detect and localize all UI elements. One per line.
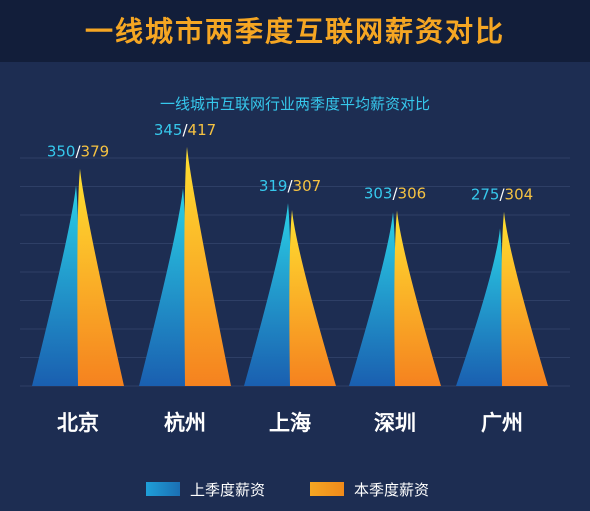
category-group: 345/417 杭州 [139,121,231,435]
category-label: 上海 [269,411,311,435]
category-label: 深圳 [374,411,416,435]
legend-label-prev: 上季度薪资 [190,480,266,499]
category-group: 350/379 北京 [32,143,124,435]
data-label-curr: 307 [293,177,322,195]
bar-curr-quarter [501,211,548,386]
bar-prev-quarter [32,185,79,386]
category-group: 303/306 深圳 [349,185,441,435]
category-label: 杭州 [164,411,206,435]
bar-prev-quarter [456,228,503,386]
data-label-prev: 319 [259,177,288,195]
data-label-separator: / [75,143,81,161]
data-label-prev: 275 [471,186,500,204]
data-label-separator: / [182,121,188,139]
data-label-curr: 306 [398,185,427,203]
data-label: 350/379 [47,143,109,161]
data-label: 275/304 [471,186,533,204]
legend-item-curr: 本季度薪资 [310,477,429,501]
bar-curr-quarter [289,209,336,386]
legend-swatch-prev [146,482,180,496]
legend-item-prev: 上季度薪资 [146,477,265,501]
category-label: 广州 [481,411,523,435]
data-label: 345/417 [154,121,216,139]
data-label-prev: 350 [47,143,76,161]
banner-title: 一线城市两季度互联网薪资对比 [84,15,505,48]
bar-prev-quarter [244,203,291,386]
data-label-separator: / [392,185,398,203]
chart-legend: 上季度薪资 本季度薪资 [0,477,590,501]
bar-curr-quarter [77,168,124,386]
data-label-separator: / [499,186,505,204]
data-label: 303/306 [364,185,426,203]
data-label-curr: 379 [81,143,110,161]
data-label-curr: 304 [505,186,534,204]
bar-prev-quarter [139,188,186,386]
header-banner: 一线城市两季度互联网薪资对比 [0,0,590,62]
bar-curr-quarter [184,146,231,386]
category-label: 北京 [57,411,99,435]
salary-chart: 350/379北京345/417杭州319/307上海303/306深圳275/… [20,121,570,435]
chart-title: 一线城市互联网行业两季度平均薪资对比 [159,95,430,113]
data-label-prev: 345 [154,121,183,139]
data-label-curr: 417 [188,121,217,139]
bar-prev-quarter [349,212,396,386]
legend-swatch-curr [310,482,344,496]
category-group: 319/307 上海 [244,177,336,435]
legend-label-curr: 本季度薪资 [354,480,430,499]
data-label-separator: / [287,177,293,195]
category-group: 275/304 广州 [456,186,548,435]
data-label-prev: 303 [364,185,393,203]
data-label: 319/307 [259,177,321,195]
bar-curr-quarter [394,210,441,386]
